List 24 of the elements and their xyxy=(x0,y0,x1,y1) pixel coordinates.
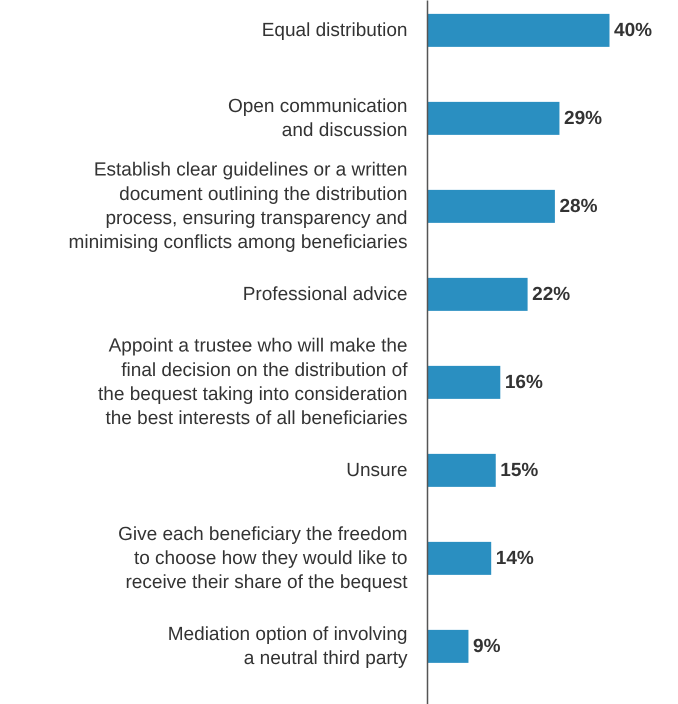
data-label: 29% xyxy=(564,108,602,129)
bar xyxy=(428,278,528,311)
y-tick-label: Equal distribution xyxy=(262,20,408,41)
bar xyxy=(428,102,560,135)
y-tick-label: Unsure xyxy=(346,460,408,481)
bar xyxy=(428,454,496,487)
bar xyxy=(428,14,610,47)
data-label: 16% xyxy=(504,372,543,393)
data-label: 28% xyxy=(559,196,598,217)
bar xyxy=(428,630,468,663)
data-label: 40% xyxy=(614,20,652,41)
data-label: 9% xyxy=(473,636,501,657)
y-tick-label: Appoint a trustee who will make the final decision on the distribution of the bequest taking into consideration the best interests of all beneficiaries xyxy=(98,336,408,430)
data-label: 22% xyxy=(532,284,570,305)
y-tick-label: Establish clear guidelines or a written document outlining the distribution process, ensuring transparency and minimising conflicts among beneficiaries xyxy=(68,160,408,254)
bar xyxy=(428,366,500,399)
data-label: 14% xyxy=(496,548,534,569)
bar xyxy=(428,190,555,223)
bar xyxy=(428,542,492,575)
data-label: 15% xyxy=(500,460,538,481)
y-tick-label: Professional advice xyxy=(242,284,408,305)
y-tick-label: Open communication and discussion xyxy=(228,96,408,141)
y-tick-label: Give each beneficiary the freedom to choose how they would like to receive their share of the bequest xyxy=(118,524,408,594)
y-tick-label: Mediation option of involving a neutral third party xyxy=(168,624,408,669)
